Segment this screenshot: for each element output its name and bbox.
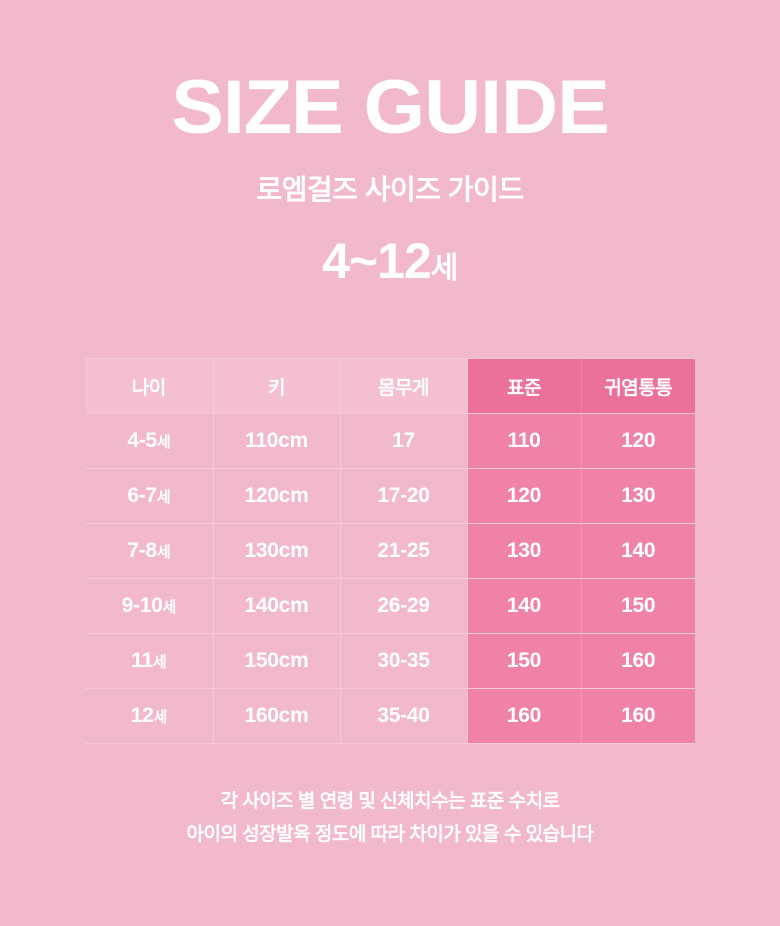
cell-standard: 110 [467,413,582,469]
cell-age-suffix: 세 [156,434,171,451]
cell-age: 4-5세 [85,413,214,469]
cell-weight: 26-29 [340,578,468,634]
cell-chubby: 160 [581,688,695,744]
cell-age-suffix: 세 [152,654,167,671]
table-row: 7-8세 130cm 21-25 130 140 [85,523,695,579]
cell-weight: 17 [340,413,468,469]
cell-chubby: 150 [581,578,695,634]
footer-note-line-1: 각 사이즈 별 연령 및 신체치수는 표준 수치로 [220,791,560,812]
cell-age-number: 7-8 [127,539,157,562]
column-header-age: 나이 [85,358,214,414]
cell-height: 140cm [213,578,341,634]
cell-height: 120cm [213,468,341,524]
cell-height: 110cm [213,413,341,469]
cell-age-suffix: 세 [156,544,171,561]
cell-age-number: 12 [130,704,154,727]
cell-weight: 21-25 [340,523,468,579]
table-row: 4-5세 110cm 17 110 120 [85,413,695,469]
size-table: 나이 키 몸무게 표준 귀염통통 4-5세 110cm 17 110 120 6… [85,358,695,744]
table-row: 6-7세 120cm 17-20 120 130 [85,468,695,524]
table-row: 12세 160cm 35-40 160 160 [85,688,695,744]
cell-weight: 17-20 [340,468,468,524]
column-header-height: 키 [213,358,341,414]
cell-standard: 120 [467,468,582,524]
footer-note-line-2: 아이의 성장발육 정도에 따라 차이가 있을 수 있습니다 [186,824,594,846]
column-header-chubby: 귀염통통 [581,358,695,414]
cell-chubby: 120 [581,413,695,469]
cell-age: 9-10세 [85,578,214,634]
cell-age: 11세 [85,633,214,689]
age-range: 4~12세 [0,208,780,286]
page-title: SIZE GUIDE [171,65,610,150]
cell-chubby: 140 [581,523,695,579]
age-range-suffix: 세 [430,252,459,286]
cell-weight: 30-35 [340,633,468,689]
cell-standard: 130 [467,523,582,579]
table-header-row: 나이 키 몸무게 표준 귀염통통 [85,358,695,414]
footer-note: 각 사이즈 별 연령 및 신체치수는 표준 수치로 아이의 성장발육 정도에 따… [0,785,780,852]
table-header: 나이 키 몸무게 표준 귀염통통 [85,358,695,414]
cell-chubby: 160 [581,633,695,689]
age-range-value: 4~12 [322,233,432,290]
cell-chubby: 130 [581,468,695,524]
cell-age: 6-7세 [85,468,214,524]
cell-height: 130cm [213,523,341,579]
size-table-container: 나이 키 몸무게 표준 귀염통통 4-5세 110cm 17 110 120 6… [85,358,695,744]
cell-age: 12세 [85,688,214,744]
cell-age-number: 4-5 [127,429,157,452]
table-row: 11세 150cm 30-35 150 160 [85,633,695,689]
cell-age-number: 6-7 [127,484,157,507]
cell-age-suffix: 세 [156,489,171,506]
cell-age-number: 9-10 [121,594,163,617]
cell-height: 150cm [213,633,341,689]
cell-height: 160cm [213,688,341,744]
cell-age-suffix: 세 [153,709,167,726]
cell-standard: 150 [467,633,582,689]
cell-age: 7-8세 [85,523,214,579]
table-body: 4-5세 110cm 17 110 120 6-7세 120cm 17-20 1… [85,413,695,744]
column-header-weight: 몸무게 [340,358,468,414]
column-header-standard: 표준 [467,358,582,414]
table-row: 9-10세 140cm 26-29 140 150 [85,578,695,634]
cell-standard: 160 [467,688,582,744]
header-block: SIZE GUIDE 로엠걸즈 사이즈 가이드 4~12세 [0,0,780,286]
cell-standard: 140 [467,578,582,634]
cell-age-number: 11 [131,649,153,672]
cell-weight: 35-40 [340,688,468,744]
page-subtitle: 로엠걸즈 사이즈 가이드 [256,174,524,206]
cell-age-suffix: 세 [162,599,177,616]
